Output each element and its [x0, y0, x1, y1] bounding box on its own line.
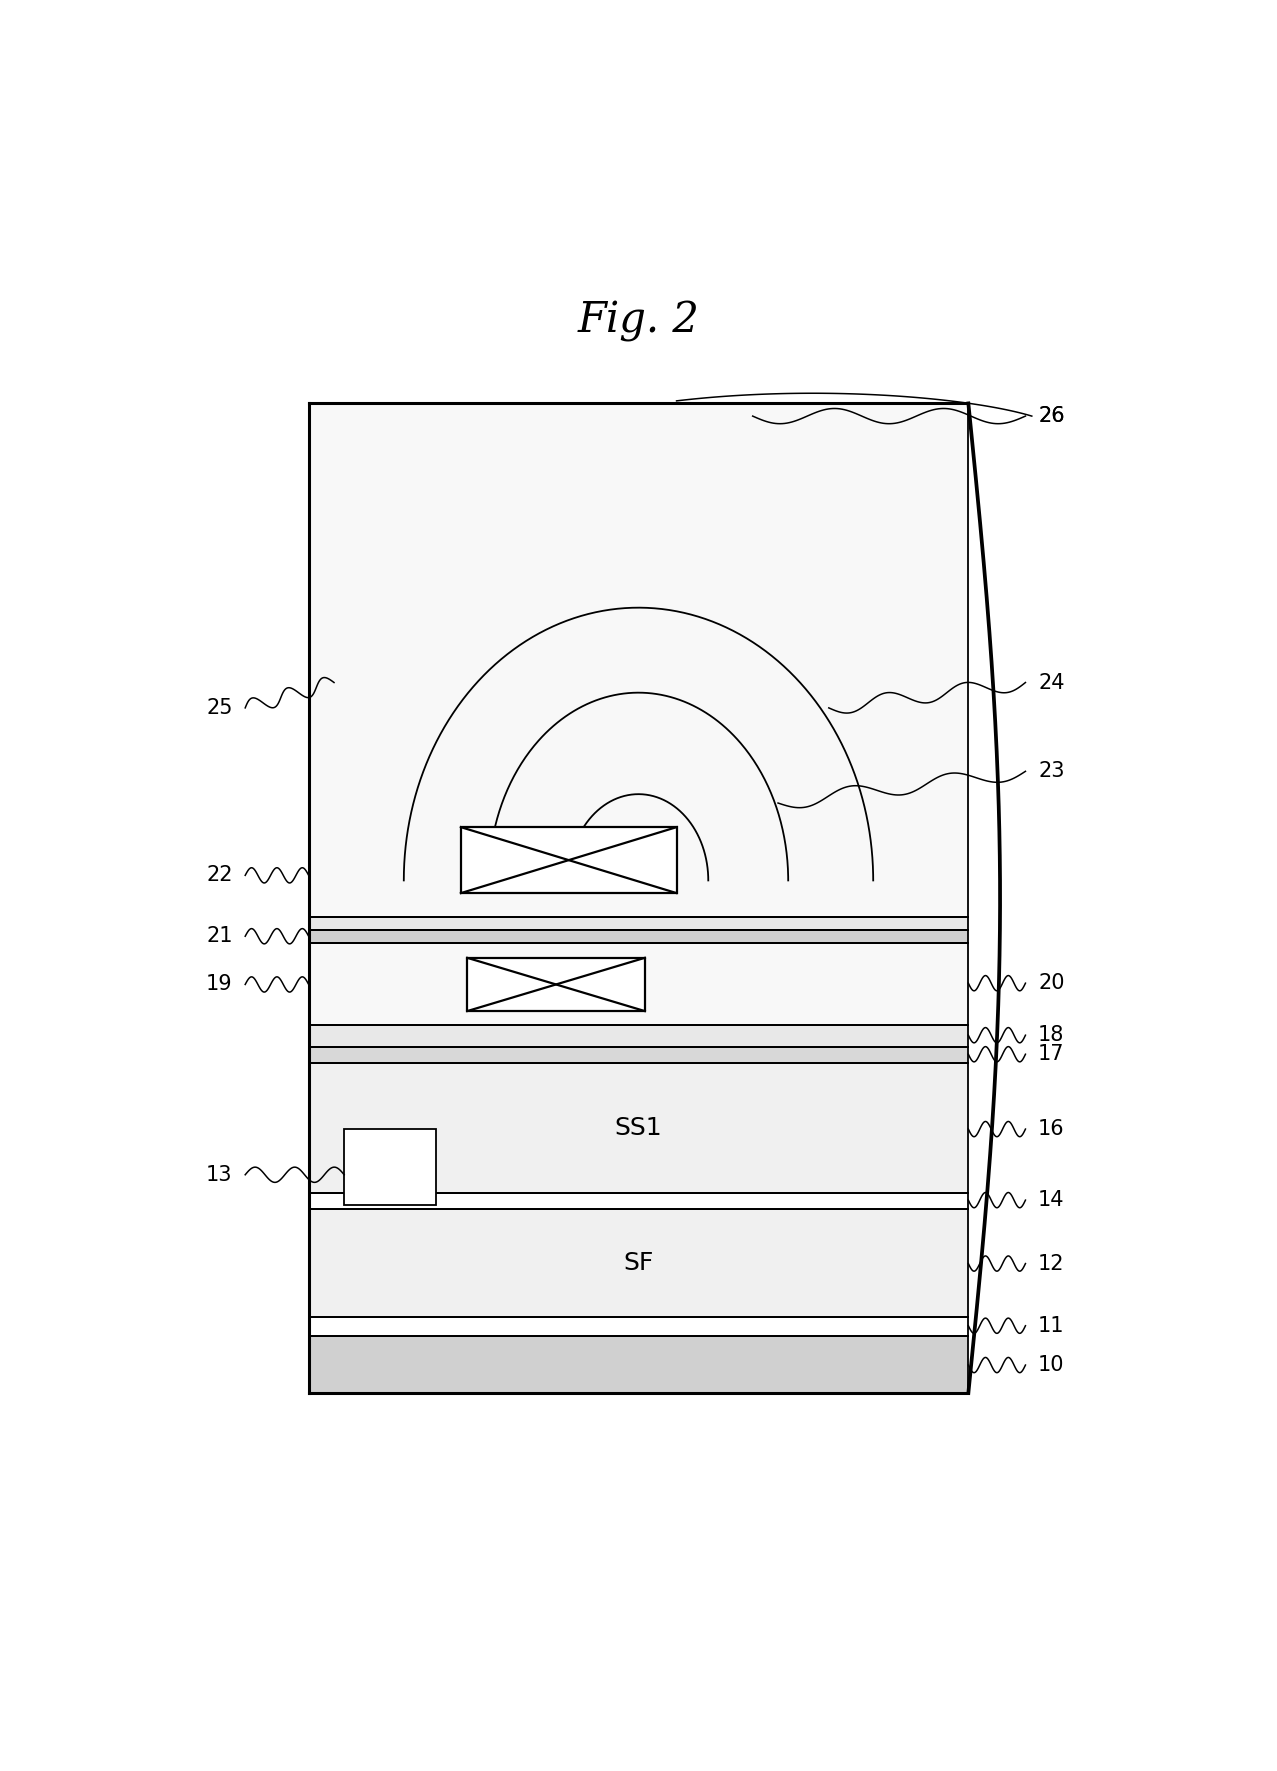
Text: 11: 11 [1038, 1316, 1065, 1335]
Bar [309, 942, 968, 1025]
Bar [309, 404, 968, 917]
Text: 26: 26 [1038, 406, 1065, 427]
Bar [309, 1063, 968, 1192]
Text: 19: 19 [206, 974, 232, 995]
Bar [309, 1192, 968, 1210]
Text: 12: 12 [1038, 1254, 1065, 1273]
Bar [345, 1130, 435, 1206]
Text: Fig. 2: Fig. 2 [577, 299, 700, 342]
Text: 16: 16 [1038, 1119, 1065, 1139]
Text: 18: 18 [1038, 1025, 1065, 1045]
Bar [461, 827, 677, 893]
Bar [309, 1335, 968, 1394]
Text: 22: 22 [206, 866, 232, 886]
Bar [309, 1210, 968, 1318]
Text: 17: 17 [1038, 1045, 1065, 1064]
Text: 14: 14 [1038, 1190, 1065, 1210]
Text: 13: 13 [206, 1165, 232, 1185]
Text: 10: 10 [1038, 1355, 1065, 1374]
Text: 23: 23 [1038, 762, 1065, 781]
Text: SS1: SS1 [614, 1116, 663, 1141]
Bar [467, 958, 645, 1011]
Text: 21: 21 [206, 926, 232, 946]
Bar [309, 1025, 968, 1047]
Text: 24: 24 [1038, 673, 1065, 692]
Text: 25: 25 [206, 698, 232, 717]
Bar [309, 1047, 968, 1063]
Bar [309, 1318, 968, 1335]
Bar [309, 930, 968, 942]
Text: SF: SF [623, 1250, 654, 1275]
Text: 26: 26 [1038, 406, 1065, 427]
Text: 20: 20 [1038, 974, 1065, 994]
Bar [309, 917, 968, 930]
